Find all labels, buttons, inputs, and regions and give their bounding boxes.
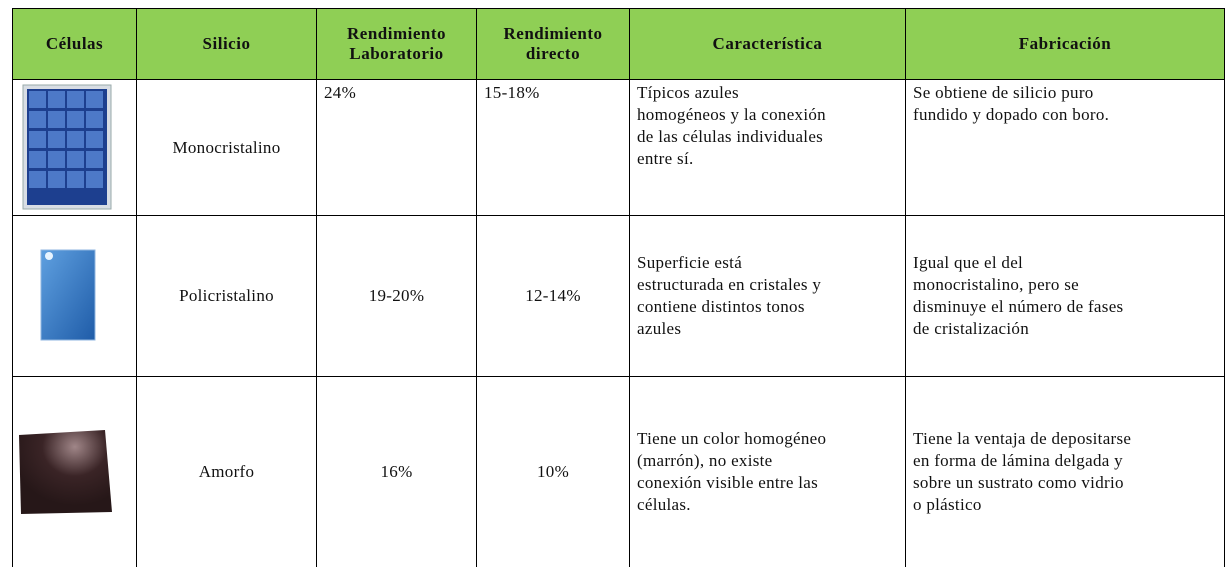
text-line: de cristalización [913, 319, 1029, 338]
silicio-cell: Amorfo [137, 377, 317, 567]
text-line: estructurada en cristales y [637, 275, 821, 294]
text-line: (marrón), no existe [637, 451, 773, 470]
silicio-cell: Policristalino [137, 216, 317, 377]
row: Amorfo 16% 10% Tiene un color homogéneo (… [13, 377, 1225, 567]
text-line: Igual que el del [913, 253, 1023, 272]
text-line: homogéneos y la conexión [637, 105, 826, 124]
text-line: de las células individuales [637, 127, 823, 146]
silicio-cell: Monocristalino [137, 80, 317, 216]
text-line: azules [637, 319, 681, 338]
header-line: Rendimiento [347, 24, 446, 43]
text-line: en forma de lámina delgada y [913, 451, 1123, 470]
directo-cell: 10% [477, 377, 630, 567]
panel-face [41, 250, 95, 340]
panel-glint [45, 252, 53, 260]
text-line: sobre un sustrato como vidrio [913, 473, 1124, 492]
header-line: directo [526, 44, 580, 63]
text-line: contiene distintos tonos [637, 297, 805, 316]
text-line: Se obtiene de silicio puro [913, 83, 1094, 102]
header-cell: Células [13, 9, 137, 80]
text-line: fundido y dopado con boro. [913, 105, 1109, 124]
fabricacion-cell: Se obtiene de silicio puro fundido y dopa… [906, 80, 1225, 216]
text-line: Tiene la ventaja de depositarse [913, 429, 1131, 448]
header-cell: Fabricación [906, 9, 1225, 80]
text-line: entre sí. [637, 149, 694, 168]
text-line: Superficie está [637, 253, 742, 272]
row: Monocristalino 24% 15-18% Típicos azules… [13, 80, 1225, 216]
text-line: o plástico [913, 495, 982, 514]
image-cell [13, 216, 137, 377]
amorphous-panel [13, 377, 136, 567]
text-line: Tiene un color homogéneo [637, 429, 826, 448]
text-line: células. [637, 495, 691, 514]
lab-cell: 24% [317, 80, 477, 216]
image-cell [13, 80, 137, 216]
caracteristica-cell: Típicos azules homogéneos y la conexión de… [630, 80, 906, 216]
text-line: monocristalino, pero se [913, 275, 1079, 294]
text-line: conexión visible entre las [637, 473, 818, 492]
caracteristica-cell: Tiene un color homogéneo (marrón), no exi… [630, 377, 906, 567]
lab-cell: 19-20% [317, 216, 477, 377]
directo-cell: 12-14% [477, 216, 630, 377]
fabricacion-cell: Tiene la ventaja de depositarse en forma … [906, 377, 1225, 567]
directo-cell: 15-18% [477, 80, 630, 216]
panel-face [19, 430, 112, 514]
text-line: Típicos azules [637, 83, 739, 102]
lab-cell: 16% [317, 377, 477, 567]
header-cell: Característica [630, 9, 906, 80]
image-cell [13, 377, 137, 567]
row: Policristalino 19-20% 12-14% Superficie … [13, 216, 1225, 377]
poly-panel [13, 216, 136, 376]
header-line: Laboratorio [349, 44, 443, 63]
caracteristica-cell: Superficie está estructurada en cristales… [630, 216, 906, 377]
mono-panel [13, 80, 136, 215]
header-line: Rendimiento [504, 24, 603, 43]
header-cell: Silicio [137, 9, 317, 80]
fabricacion-cell: Igual que el del monocristalino, pero se d… [906, 216, 1225, 377]
text-line: disminuye el número de fases [913, 297, 1123, 316]
